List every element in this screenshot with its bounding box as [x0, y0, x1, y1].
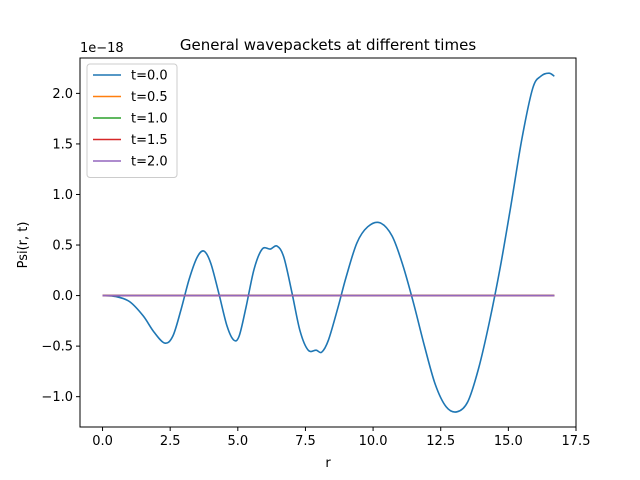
legend-box [86, 63, 178, 178]
y-tick-label: 1.5 [52, 137, 73, 152]
axes-frame [79, 57, 577, 428]
y-tick-label: 1.0 [52, 188, 73, 203]
y-offset-label: 1e−18 [80, 41, 124, 56]
legend-label: t=0.5 [131, 90, 168, 105]
y-tick-label: −1.0 [41, 390, 73, 405]
ticks-layer: 0.0 2.5 5.0 7.5 10.0 12.5 15.0 17.5 −1.0 −0.5 0.0 0… [41, 87, 590, 449]
y-tick-label: 2.0 [52, 87, 73, 102]
y-tick-label: 0.5 [52, 239, 73, 254]
x-tick-label: 10.0 [359, 434, 388, 449]
series-layer [102, 72, 555, 413]
x-axis-label: r [325, 456, 331, 471]
y-tick-label: −0.5 [41, 340, 73, 355]
x-tick-label: 2.5 [160, 434, 181, 449]
x-tick-label: 17.5 [562, 434, 591, 449]
legend-label: t=1.5 [131, 133, 168, 148]
y-axis-label: Psi(r, t) [16, 222, 31, 269]
x-tick-label: 15.0 [494, 434, 523, 449]
y-tick-label: 0.0 [52, 289, 73, 304]
x-tick-label: 0.0 [92, 434, 113, 449]
series-line-0 [102, 72, 555, 413]
chart-title: General wavepackets at different times [180, 36, 476, 54]
legend-label: t=1.0 [131, 112, 168, 127]
legend: t=0.0 t=0.5 t=1.0 t=1.5 t=2.0 [86, 63, 178, 178]
legend-label: t=2.0 [131, 155, 168, 170]
legend-label: t=0.0 [131, 69, 168, 84]
x-tick-label: 7.5 [295, 434, 316, 449]
x-tick-label: 5.0 [227, 434, 248, 449]
x-tick-label: 12.5 [426, 434, 455, 449]
